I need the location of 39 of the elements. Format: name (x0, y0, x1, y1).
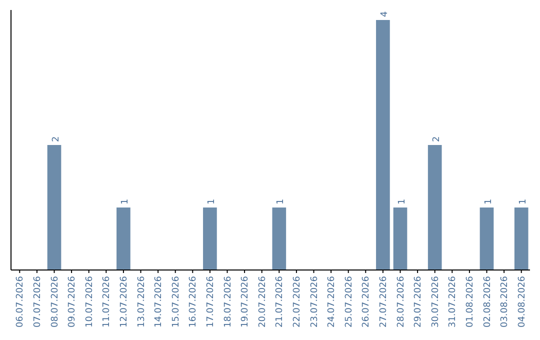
data-label: 2 (432, 136, 442, 142)
x-tick-label: 10.07.2026 (84, 276, 95, 328)
x-tick-label: 01.08.2026 (465, 276, 476, 328)
x-tick-label: 18.07.2026 (223, 276, 234, 328)
data-label: 2 (51, 136, 62, 142)
x-tick-label: 15.07.2026 (171, 276, 182, 328)
x-tick-label: 21.07.2026 (275, 276, 286, 328)
x-tick-label: 12.07.2026 (119, 276, 130, 328)
x-tick-label: 28.07.2026 (396, 276, 406, 328)
x-tick-label: 24.07.2026 (327, 276, 338, 328)
data-label: 4 (380, 11, 390, 17)
data-label: 1 (518, 198, 528, 204)
x-tick-label: 31.07.2026 (448, 276, 458, 328)
x-tick-label: 27.07.2026 (378, 276, 389, 328)
x-tick-label: 14.07.2026 (154, 276, 164, 328)
x-tick-label: 09.07.2026 (68, 276, 78, 328)
x-tick-label: 03.08.2026 (500, 276, 510, 328)
x-tick-label: 20.07.2026 (258, 276, 268, 328)
x-tick-label: 26.07.2026 (362, 276, 372, 328)
x-tick-label: 25.07.2026 (344, 276, 354, 328)
x-tick-label: 07.07.2026 (32, 276, 43, 328)
x-tick-label: 06.07.2026 (16, 276, 26, 328)
x-tick-label: 29.07.2026 (414, 276, 424, 328)
data-label: 1 (206, 198, 217, 204)
data-label: 1 (484, 198, 494, 204)
x-tick-label: 02.08.2026 (482, 276, 493, 328)
x-tick-label: 30.07.2026 (430, 276, 441, 328)
data-label: 1 (276, 198, 286, 204)
x-tick-label: 19.07.2026 (240, 276, 251, 328)
data-label: 1 (397, 198, 408, 204)
x-tick-label: 16.07.2026 (188, 276, 199, 328)
x-tick-label: 23.07.2026 (310, 276, 320, 328)
x-tick-label: 17.07.2026 (206, 276, 216, 328)
x-tick-label: 04.08.2026 (517, 276, 528, 328)
data-label: 1 (120, 198, 130, 204)
x-tick-label: 11.07.2026 (102, 276, 112, 328)
x-tick-label: 13.07.2026 (136, 276, 147, 328)
x-tick-label: 22.07.2026 (292, 276, 302, 328)
x-tick-label: 08.07.2026 (50, 276, 60, 328)
